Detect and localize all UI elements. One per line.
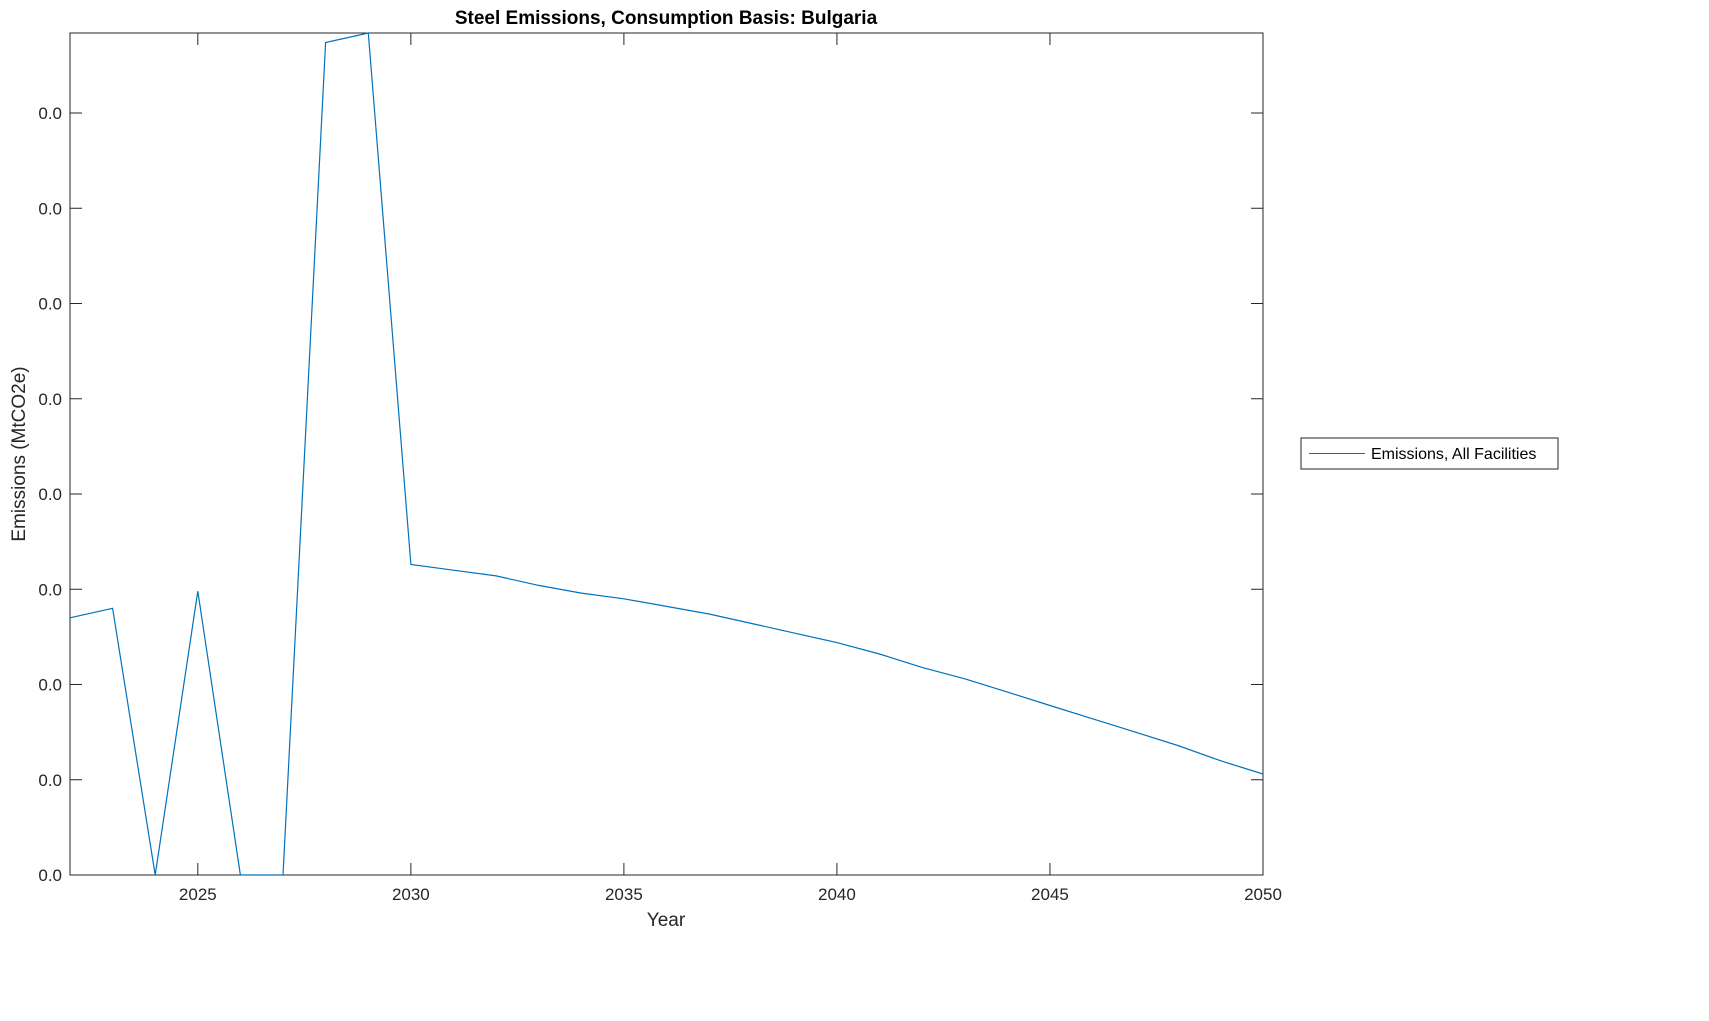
y-axis-label: Emissions (MtCO2e) — [9, 366, 30, 541]
legend-entry-label: Emissions, All Facilities — [1371, 446, 1536, 463]
legend: Emissions, All Facilities — [1300, 437, 1559, 470]
series-line — [69, 32, 1264, 876]
x-tick-label: 2035 — [605, 885, 643, 904]
x-tick-label: 2040 — [818, 885, 856, 904]
y-tick-label: 0.0 — [38, 199, 62, 218]
y-tick-label: 0.0 — [38, 485, 62, 504]
x-tick-label: 2050 — [1244, 885, 1282, 904]
y-tick-label: 0.0 — [38, 104, 62, 123]
plot-area — [69, 32, 1264, 876]
y-tick-label: 0.0 — [38, 390, 62, 409]
y-tick-label: 0.0 — [38, 676, 62, 695]
series-group — [69, 32, 1264, 876]
plot-frame — [69, 32, 1264, 876]
x-axis: 2025 2030 2035 2040 2045 2050 — [179, 33, 1282, 904]
x-tick-label: 2025 — [179, 885, 217, 904]
y-tick-label: 0.0 — [38, 771, 62, 790]
y-tick-label: 0.0 — [38, 295, 62, 314]
x-axis-label: Year — [647, 910, 686, 931]
y-axis: 0.0 0.0 0.0 0.0 0.0 0.0 0.0 0.0 0.0 — [38, 104, 1263, 885]
x-tick-label: 2030 — [392, 885, 430, 904]
chart-title: Steel Emissions, Consumption Basis: Bulg… — [455, 8, 878, 29]
x-tick-label: 2045 — [1031, 885, 1069, 904]
y-tick-label: 0.0 — [38, 866, 62, 885]
y-tick-label: 0.0 — [38, 580, 62, 599]
